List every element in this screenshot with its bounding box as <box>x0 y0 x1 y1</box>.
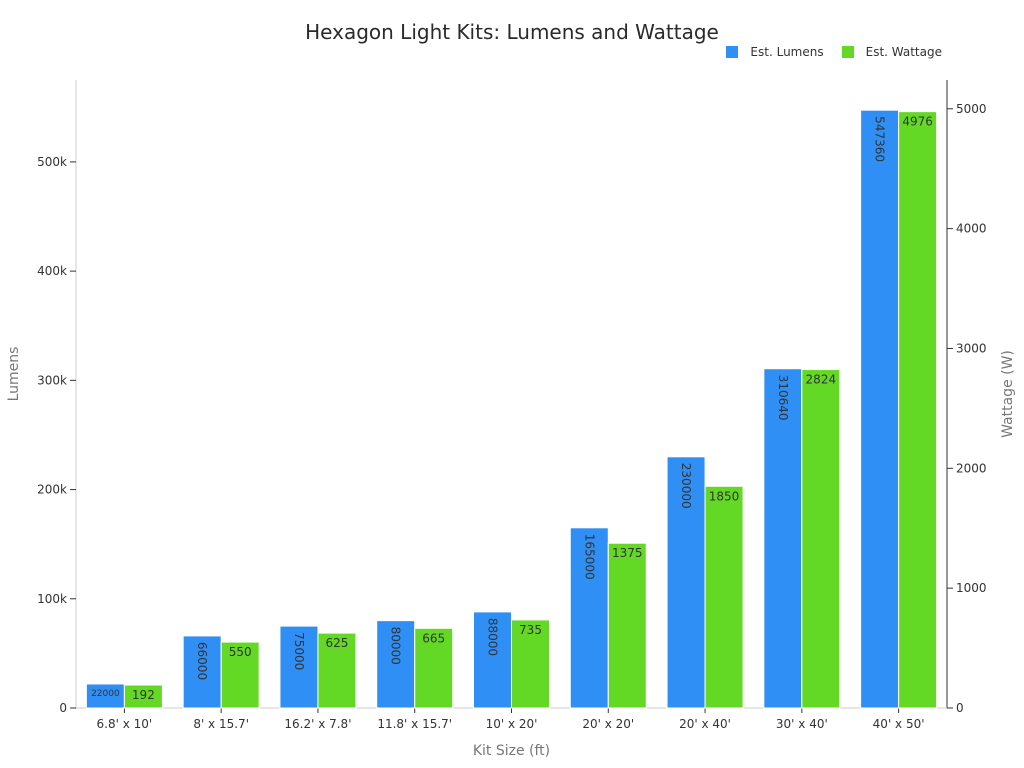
y-tick-label: 400k <box>37 264 67 278</box>
bar-label-wattage: 2824 <box>806 373 837 387</box>
bar-wattage <box>607 542 647 709</box>
bar-label-lumens: 75000 <box>292 632 306 670</box>
bar-label-lumens: 22000 <box>91 689 120 699</box>
bar-wattage <box>801 369 841 709</box>
bar-label-lumens: 165000 <box>582 534 596 580</box>
y-tick-label: 200k <box>37 483 67 497</box>
y2-axis-title: Wattage (W) <box>1000 350 1016 438</box>
bar-label-wattage: 625 <box>325 636 348 650</box>
legend-swatch-wattage <box>841 46 854 58</box>
legend-item-wattage: Est. Wattage <box>841 45 942 59</box>
bar-lumens <box>569 527 609 709</box>
y2-tick-label: 2000 <box>956 461 987 475</box>
chart-legend: Est. Lumens Est. Wattage <box>708 45 942 59</box>
bar-label-lumens: 230000 <box>679 463 693 509</box>
x-tick-label: 16.2' x 7.8' <box>284 717 351 731</box>
bar-lumens <box>85 683 125 709</box>
y-tick-label: 300k <box>37 373 67 387</box>
bar-label-wattage: 665 <box>422 631 445 645</box>
x-tick-label: 10' x 20' <box>486 717 538 731</box>
legend-swatch-lumens <box>726 46 739 58</box>
bar-label-wattage: 1375 <box>612 546 643 560</box>
bar-label-lumens: 80000 <box>389 627 403 665</box>
bar-wattage <box>220 641 260 709</box>
x-tick-label: 40' x 50' <box>873 717 925 731</box>
bar-label-lumens: 66000 <box>195 642 209 680</box>
bar-lumens <box>860 109 900 709</box>
y-tick-label: 0 <box>59 701 67 715</box>
x-tick-label: 11.8' x 15.7' <box>377 717 452 731</box>
legend-label-wattage: Est. Wattage <box>865 45 942 59</box>
bar-label-wattage: 1850 <box>709 489 740 503</box>
bar-wattage <box>511 619 550 709</box>
bar-label-wattage: 192 <box>132 688 155 702</box>
legend-label-lumens: Est. Lumens <box>750 45 824 59</box>
x-axis-title: Kit Size (ft) <box>473 743 550 759</box>
x-tick-label: 20' x 40' <box>679 717 731 731</box>
bar-wattage <box>317 632 357 709</box>
bar-label-wattage: 4976 <box>902 115 933 129</box>
x-tick-label: 30' x 40' <box>776 717 828 731</box>
x-tick-label: 8' x 15.7' <box>193 717 249 731</box>
bar-wattage <box>414 627 454 709</box>
y2-tick-label: 4000 <box>956 222 987 236</box>
y2-tick-label: 3000 <box>956 341 987 355</box>
bar-lumens <box>473 611 512 709</box>
legend-item-lumens: Est. Lumens <box>726 45 824 59</box>
bar-wattage <box>704 485 744 709</box>
bar-lumens <box>376 620 416 709</box>
y-tick-label: 500k <box>37 155 67 169</box>
y2-tick-label: 0 <box>956 701 964 715</box>
y-tick-label: 100k <box>37 592 67 606</box>
x-tick-label: 6.8' x 10' <box>97 717 153 731</box>
bar-label-lumens: 547360 <box>873 116 887 162</box>
bar-label-wattage: 735 <box>519 623 542 637</box>
bar-label-lumens: 88000 <box>486 618 500 656</box>
y2-tick-label: 1000 <box>956 581 987 595</box>
bar-wattage <box>898 111 938 709</box>
bar-lumens <box>182 635 222 709</box>
bar-wattage <box>123 684 163 709</box>
y-axis-title: Lumens <box>6 347 22 402</box>
chart-title: Hexagon Light Kits: Lumens and Wattage <box>305 20 719 44</box>
bar-lumens <box>763 368 803 709</box>
bar-lumens <box>666 456 706 709</box>
bar-label-lumens: 310640 <box>776 375 790 421</box>
bar-label-wattage: 550 <box>229 645 252 659</box>
y2-tick-label: 5000 <box>956 102 987 116</box>
x-tick-label: 20' x 20' <box>582 717 634 731</box>
bar-lumens <box>279 625 319 709</box>
